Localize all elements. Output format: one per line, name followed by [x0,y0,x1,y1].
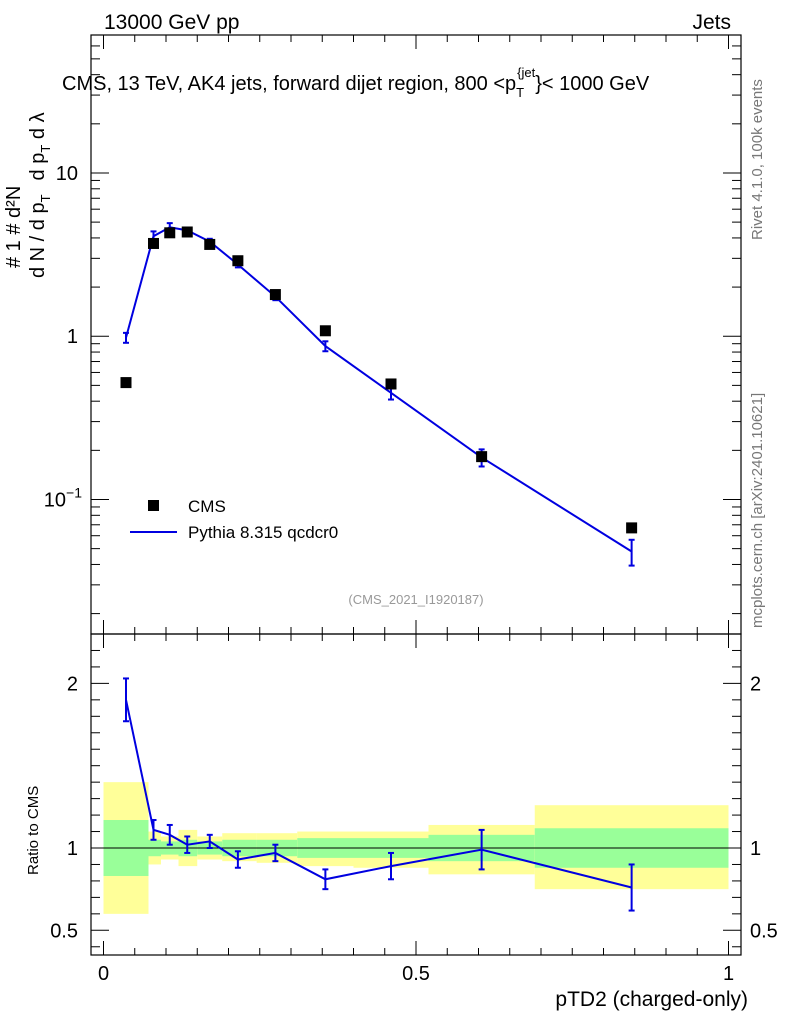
ratio-y-tick-label-right: 2 [750,673,761,695]
x-tick-label: 1 [723,963,734,985]
y-tick-label: 10 [56,163,78,185]
cms-point [164,227,176,239]
cms-point [148,237,159,249]
y-tick-label: 1 [67,326,78,348]
main-series [120,222,638,567]
axis-tick-labels: 0 0.5 1 10 1 10−1 2 2 1 1 0.5 0.5 [44,163,778,985]
cms-point [232,255,244,267]
x-tick-label: 0 [98,963,109,985]
rivet-label: Rivet 4.1.0, 100k events [749,79,766,240]
cms-point [181,226,193,238]
cms-point [476,451,488,463]
cms-point [626,522,638,534]
main-y-label-num: # 1 # d²N [3,186,25,268]
legend: CMS Pythia 8.315 qcdcr0 [130,497,338,542]
legend-label-cms: CMS [188,497,226,516]
ratio-error-bands [91,782,741,914]
y-tick-label: 10−1 [44,484,82,511]
x-axis-label: pTD2 (charged-only) [555,988,748,1011]
cms-point [319,325,331,337]
header-right: Jets [692,11,731,34]
mcplots-label: mcplots.cern.ch [arXiv:2401.10621] [749,393,766,628]
ratio-series [123,677,635,912]
axis-ticks [91,34,741,955]
cms-point [120,377,132,389]
analysis-label: (CMS_2021_I1920187) [348,592,483,607]
main-title: CMS, 13 TeV, AK4 jets, forward dijet reg… [62,65,650,100]
ratio-frame [90,633,742,956]
main-frame [90,34,742,635]
header-left: 13000 GeV pp [104,11,239,34]
ratio-y-tick-label-right: 0.5 [750,920,778,942]
x-tick-label: 0.5 [402,963,430,985]
main-y-label: d N / d pTd pT d λ [27,112,53,278]
cms-point [204,238,216,250]
ratio-y-tick-label-left: 0.5 [50,920,78,942]
legend-marker-cms [148,500,159,511]
cms-point [385,378,397,390]
legend-label-pythia: Pythia 8.315 qcdcr0 [188,523,338,542]
cms-point [269,289,281,301]
ratio-y-tick-label-right: 1 [750,838,761,860]
ratio-y-tick-label-left: 2 [67,673,78,695]
ratio-y-tick-label-left: 1 [67,838,78,860]
ratio-y-label: Ratio to CMS [25,786,42,875]
